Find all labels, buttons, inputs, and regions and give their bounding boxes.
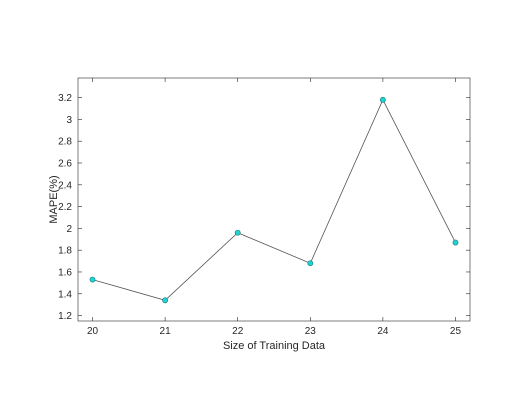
data-point xyxy=(162,297,169,304)
series-line xyxy=(92,98,456,301)
plot-frame xyxy=(77,77,471,322)
y-tick-label: 2.6 xyxy=(58,158,72,169)
x-tick-label: 20 xyxy=(87,326,99,337)
y-tick-label: 3.2 xyxy=(58,93,72,104)
y-tick-label: 1.2 xyxy=(58,311,72,322)
x-axis-label: Size of Training Data xyxy=(223,340,326,352)
y-tick-label: 2.8 xyxy=(58,137,72,148)
data-point xyxy=(379,96,386,103)
x-tick-label: 21 xyxy=(160,326,172,337)
x-tick-label: 22 xyxy=(232,326,244,337)
y-tick-label: 1.6 xyxy=(58,267,72,278)
data-point xyxy=(452,239,459,246)
data-point xyxy=(234,229,241,236)
y-axis-label: MAPE(%) xyxy=(48,175,60,223)
y-tick-label: 3 xyxy=(66,115,72,126)
y-tick-label: 2.4 xyxy=(58,180,72,191)
x-tick-label: 25 xyxy=(450,326,462,337)
y-tick-label: 2.2 xyxy=(58,202,72,213)
x-axis: 20 21 22 23 24 25 xyxy=(87,78,462,337)
y-tick-label: 1.4 xyxy=(58,289,72,300)
data-points xyxy=(89,96,459,304)
y-axis: 1.2 1.4 1.6 1.8 2 2.2 2.4 2.6 2.8 3 3.2 xyxy=(58,93,470,322)
plot-area: 1.2 1.4 1.6 1.8 2 2.2 2.4 2.6 2.8 3 3.2 20 21 22 23 24… xyxy=(58,77,471,337)
y-tick-label: 2 xyxy=(66,224,72,235)
x-tick-label: 23 xyxy=(305,326,317,337)
data-point xyxy=(307,260,314,267)
x-tick-label: 24 xyxy=(377,326,389,337)
data-point xyxy=(89,276,96,283)
y-tick-label: 1.8 xyxy=(58,246,72,257)
